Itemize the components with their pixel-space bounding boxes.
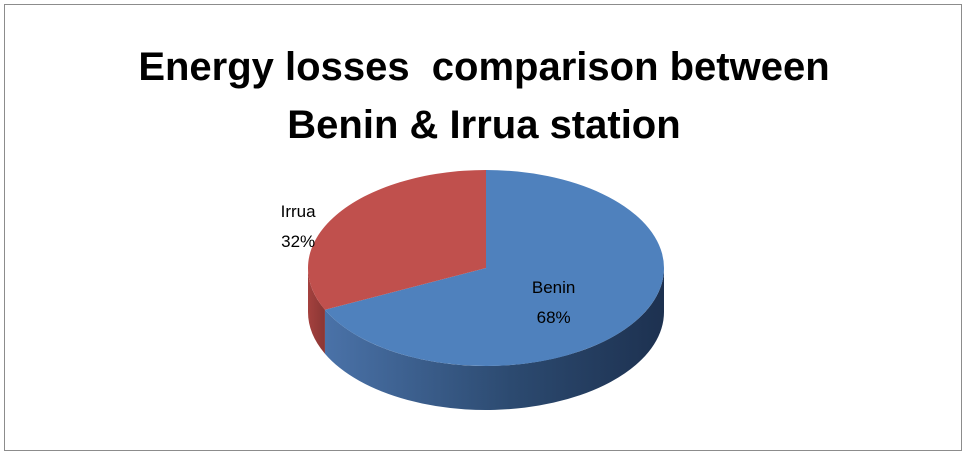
pie-slice [324, 170, 665, 366]
chart-title: Energy losses comparison between Benin &… [138, 45, 841, 147]
slice-category-label: Benin [532, 278, 575, 297]
chart-border [4, 4, 962, 451]
slice-value-label: 68% [537, 308, 571, 327]
slice-category-label: Irrua [281, 202, 317, 221]
slice-value-label: 32% [281, 232, 315, 251]
pie-slice [308, 170, 486, 310]
pie-slice-side [324, 268, 664, 410]
pie-slice-side [308, 268, 325, 354]
